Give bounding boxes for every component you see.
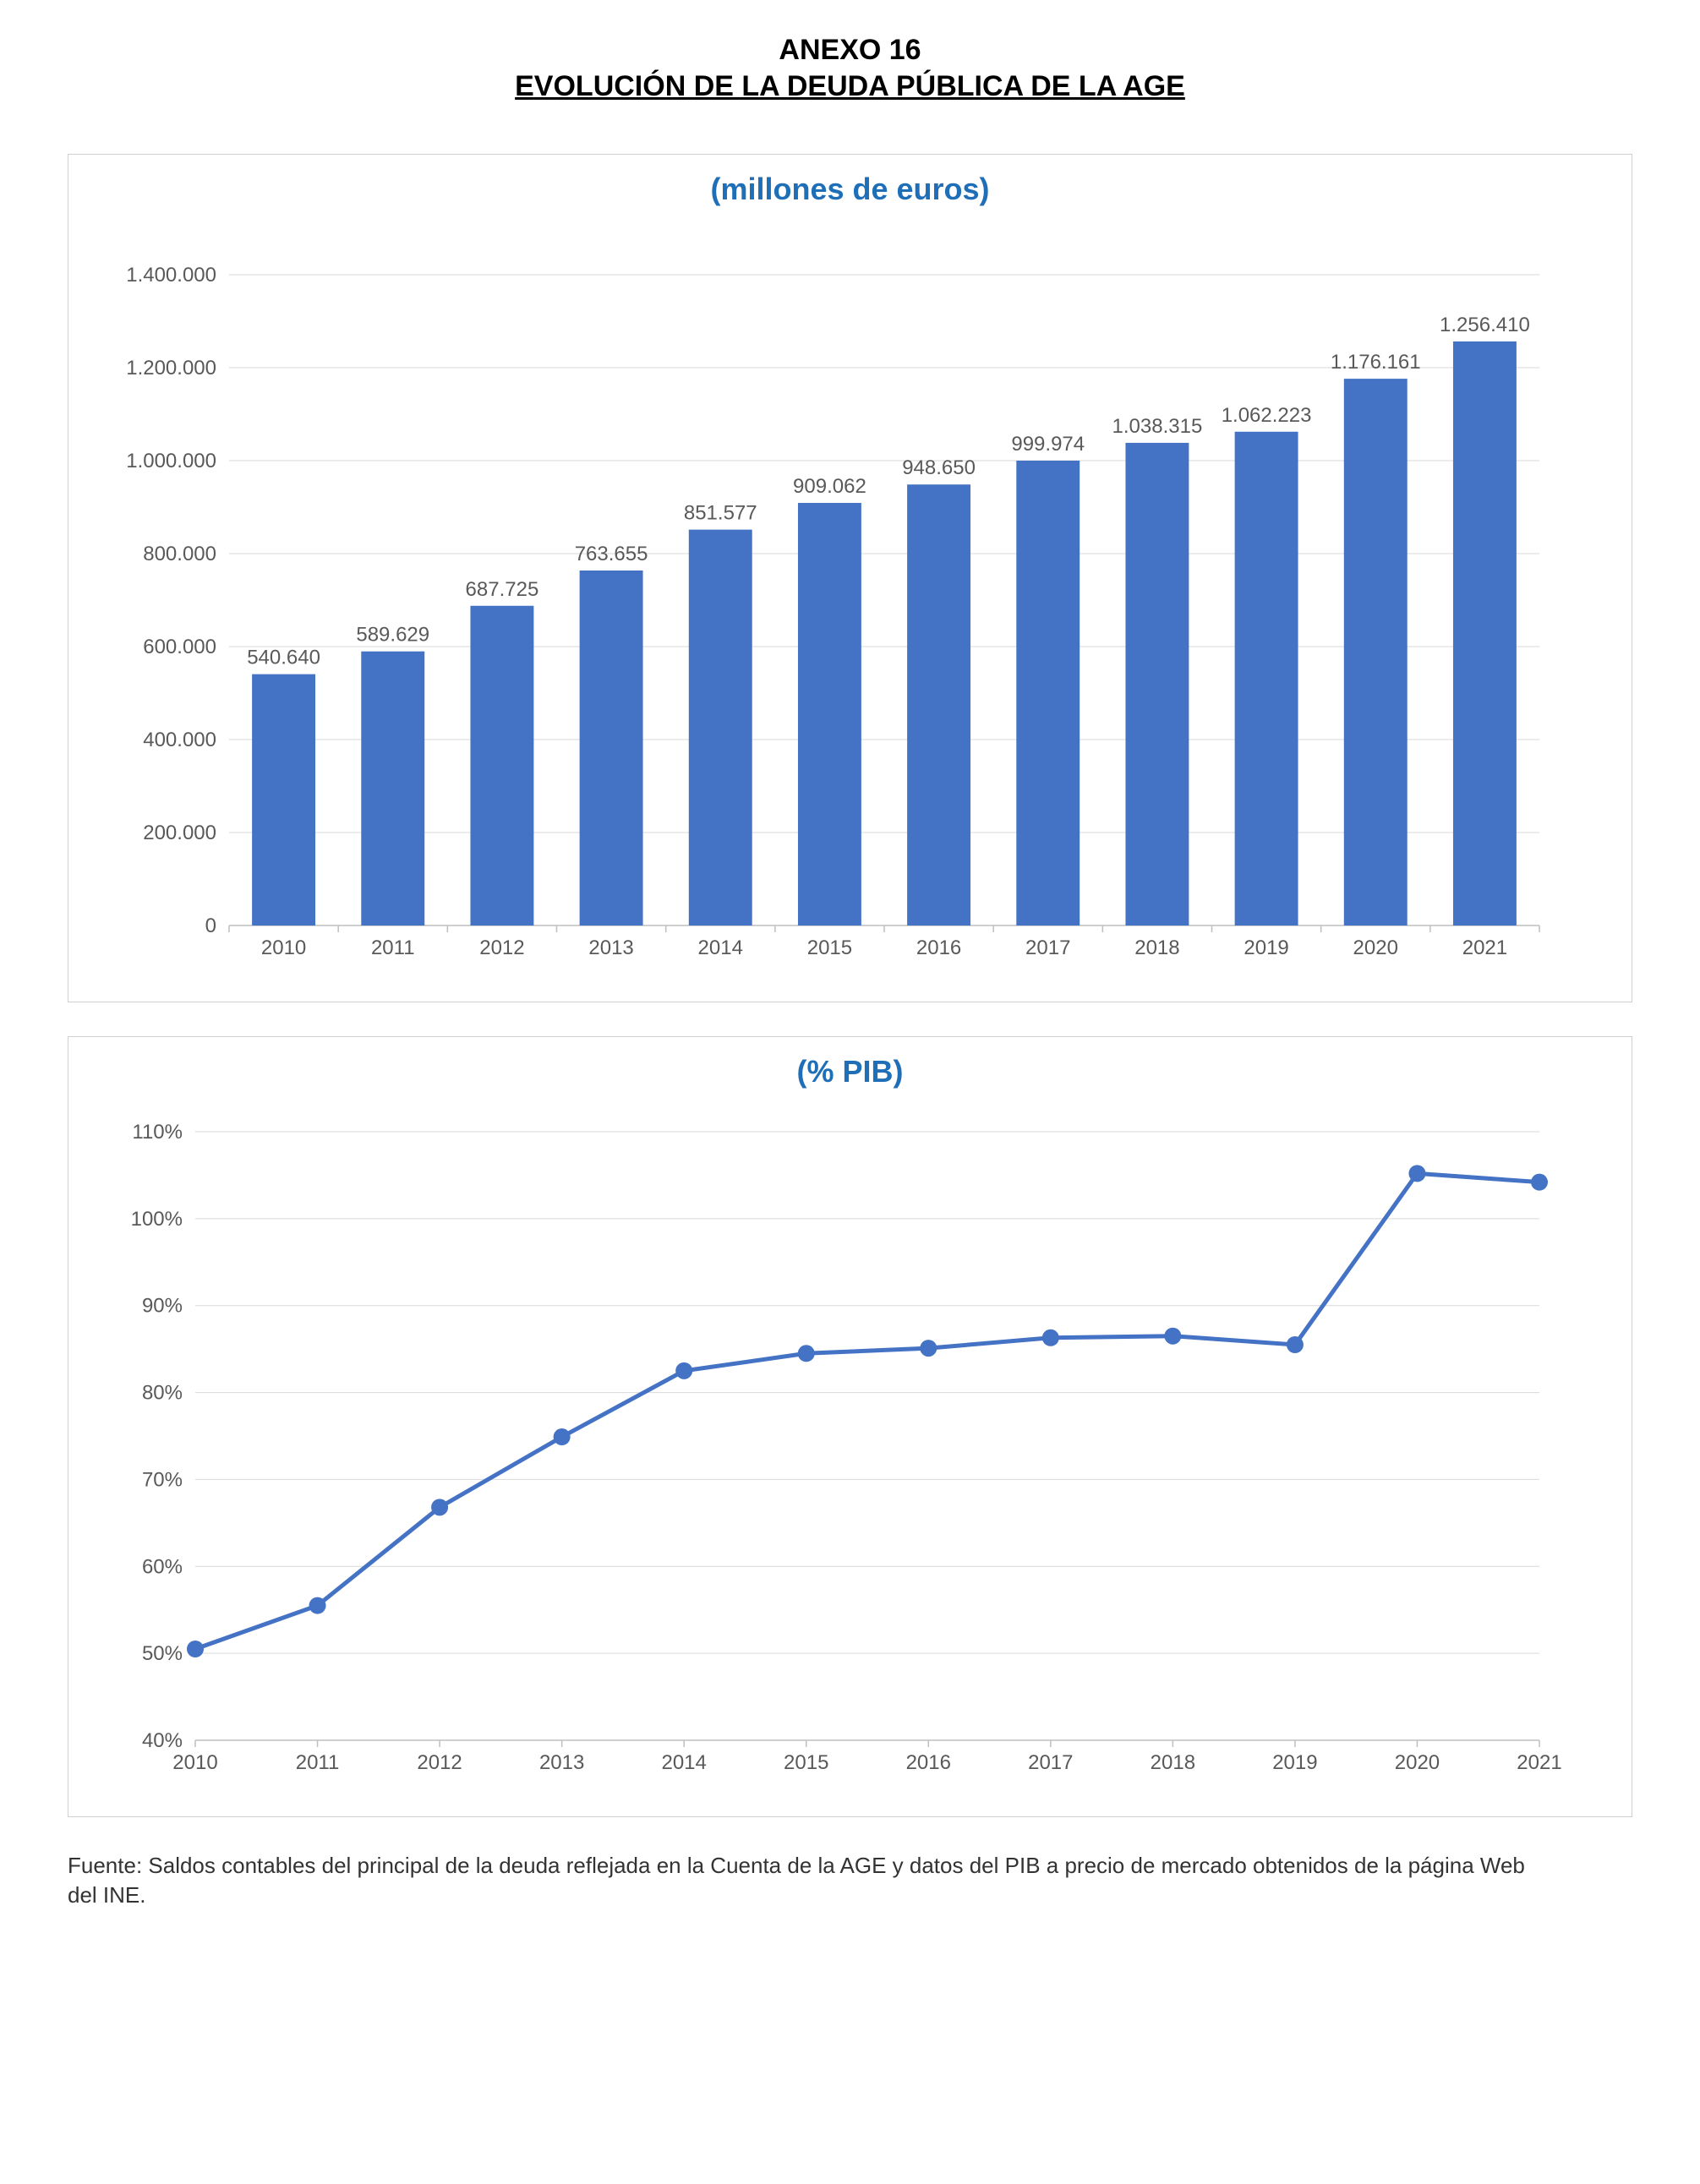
svg-text:2016: 2016 [916, 936, 961, 959]
svg-text:2013: 2013 [539, 1751, 584, 1774]
svg-text:800.000: 800.000 [143, 543, 216, 565]
svg-text:400.000: 400.000 [143, 729, 216, 751]
svg-text:1.038.315: 1.038.315 [1112, 415, 1203, 438]
svg-text:2021: 2021 [1462, 936, 1507, 959]
svg-text:2011: 2011 [296, 1751, 340, 1774]
svg-text:1.176.161: 1.176.161 [1331, 351, 1421, 374]
svg-text:1.400.000: 1.400.000 [126, 264, 216, 287]
line-chart-body: 40% 50% 60% 70% 80% 90% 100% 110% 2010 2011 2012 20… [94, 1098, 1606, 1791]
svg-text:2010: 2010 [261, 936, 306, 959]
bar-chart-panel: (millones de euros) 0 200.000 400.000 600.0… [68, 154, 1632, 1002]
svg-text:2020: 2020 [1395, 1751, 1440, 1774]
line-chart-title: (% PIB) [94, 1054, 1606, 1089]
svg-text:2011: 2011 [371, 936, 415, 959]
svg-text:2015: 2015 [784, 1751, 828, 1774]
svg-text:200.000: 200.000 [143, 822, 216, 844]
svg-text:40%: 40% [142, 1729, 183, 1752]
bar-chart-body: 0 200.000 400.000 600.000 800.000 1.000.000 1.… [94, 216, 1606, 976]
svg-text:2014: 2014 [698, 936, 743, 959]
svg-text:2017: 2017 [1025, 936, 1070, 959]
svg-text:70%: 70% [142, 1468, 183, 1491]
svg-text:1.000.000: 1.000.000 [126, 450, 216, 472]
svg-text:2019: 2019 [1272, 1751, 1317, 1774]
svg-text:589.629: 589.629 [356, 624, 429, 647]
svg-text:2017: 2017 [1028, 1751, 1073, 1774]
svg-text:90%: 90% [142, 1295, 183, 1318]
svg-text:110%: 110% [132, 1121, 183, 1144]
line-chart-panel: (% PIB) 40% 50% 60% 70% 80% 90% 100% 110% 2010 20… [68, 1036, 1632, 1817]
svg-text:600.000: 600.000 [143, 636, 216, 658]
svg-text:0: 0 [205, 915, 216, 937]
svg-text:2020: 2020 [1353, 936, 1398, 959]
header-line-2: EVOLUCIÓN DE LA DEUDA PÚBLICA DE LA AGE [68, 70, 1632, 103]
svg-text:60%: 60% [142, 1555, 183, 1578]
svg-text:540.640: 540.640 [247, 647, 320, 669]
svg-text:2016: 2016 [906, 1751, 951, 1774]
svg-text:50%: 50% [142, 1642, 183, 1665]
svg-text:1.200.000: 1.200.000 [126, 357, 216, 379]
svg-text:2018: 2018 [1151, 1751, 1195, 1774]
svg-text:2019: 2019 [1244, 936, 1288, 959]
svg-text:2010: 2010 [172, 1751, 217, 1774]
svg-text:2021: 2021 [1517, 1751, 1561, 1774]
svg-text:80%: 80% [142, 1382, 183, 1405]
bar-chart-title: (millones de euros) [94, 172, 1606, 207]
line-chart-svg: 40% 50% 60% 70% 80% 90% 100% 110% 2010 2011 2012 20… [94, 1098, 1565, 1791]
footnote-text: Fuente: Saldos contables del principal d… [68, 1851, 1547, 1910]
svg-text:999.974: 999.974 [1011, 433, 1085, 456]
svg-text:1.062.223: 1.062.223 [1222, 404, 1312, 427]
svg-text:851.577: 851.577 [684, 502, 757, 525]
svg-text:687.725: 687.725 [466, 578, 539, 601]
svg-text:2012: 2012 [479, 936, 524, 959]
bar-chart-svg: 0 200.000 400.000 600.000 800.000 1.000.000 1.… [94, 216, 1565, 976]
page-header: ANEXO 16 EVOLUCIÓN DE LA DEUDA PÚBLICA D… [68, 34, 1632, 103]
svg-text:763.655: 763.655 [575, 543, 648, 565]
svg-text:2018: 2018 [1134, 936, 1179, 959]
svg-text:2014: 2014 [661, 1751, 706, 1774]
svg-text:948.650: 948.650 [902, 456, 976, 479]
svg-text:2015: 2015 [807, 936, 852, 959]
header-line-1: ANEXO 16 [68, 34, 1632, 67]
svg-text:2012: 2012 [417, 1751, 462, 1774]
svg-text:909.062: 909.062 [793, 475, 866, 498]
svg-text:2013: 2013 [588, 936, 633, 959]
svg-text:1.256.410: 1.256.410 [1440, 314, 1530, 336]
svg-text:100%: 100% [131, 1208, 183, 1231]
